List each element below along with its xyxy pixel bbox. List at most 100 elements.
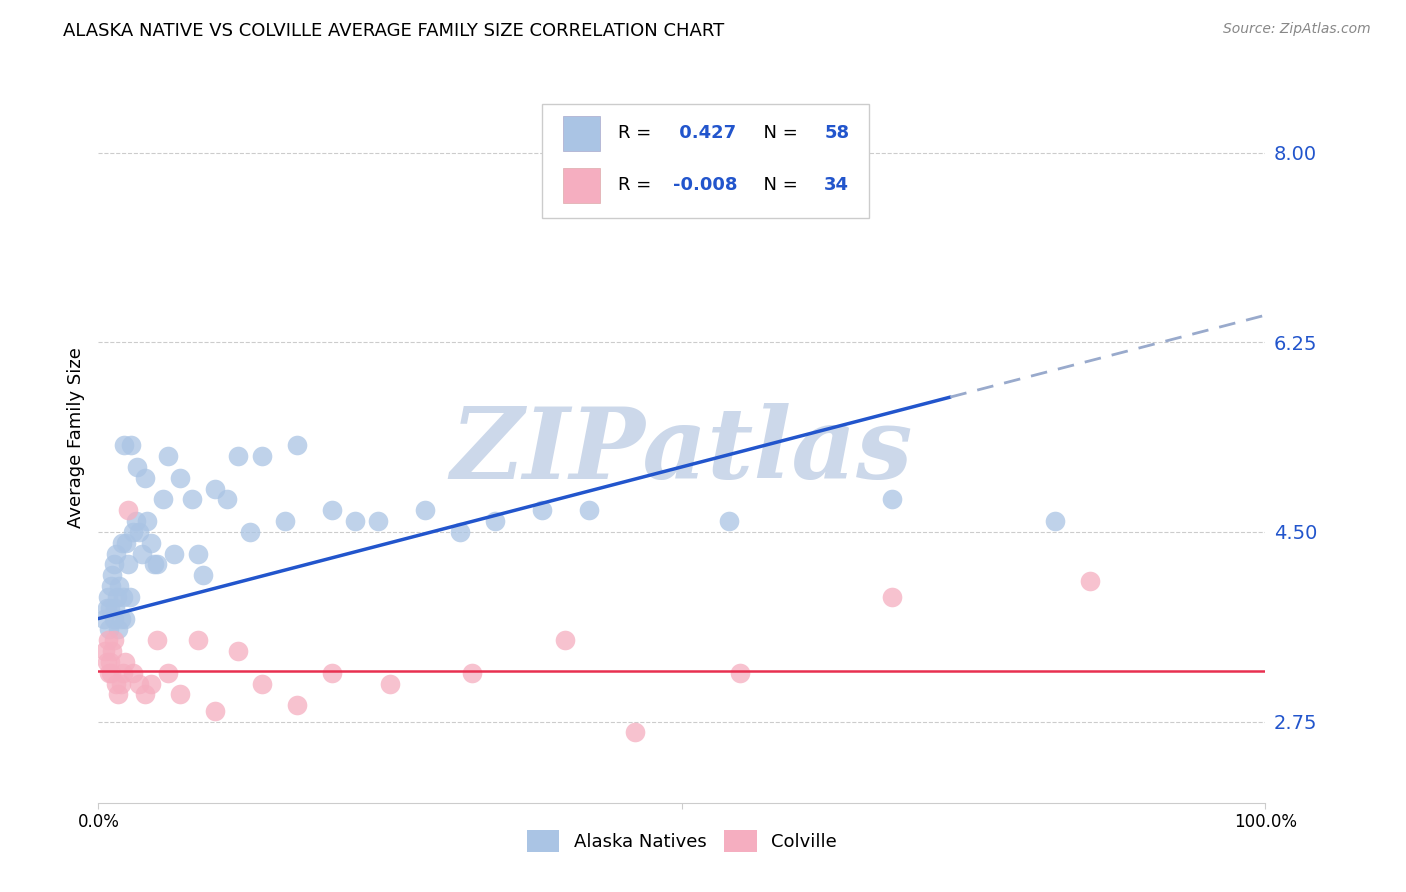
Point bbox=[146, 558, 169, 572]
Point bbox=[228, 449, 250, 463]
Point bbox=[100, 665, 122, 680]
Point bbox=[94, 644, 117, 658]
Point bbox=[880, 492, 903, 507]
Point bbox=[104, 676, 127, 690]
Text: 58: 58 bbox=[824, 124, 849, 142]
Point bbox=[139, 535, 162, 549]
Point bbox=[449, 524, 471, 539]
Point bbox=[730, 665, 752, 680]
Text: R =: R = bbox=[617, 177, 657, 194]
Point bbox=[111, 665, 134, 680]
Point bbox=[146, 633, 169, 648]
Point bbox=[578, 503, 600, 517]
Y-axis label: Average Family Size: Average Family Size bbox=[66, 347, 84, 527]
Point bbox=[285, 698, 308, 713]
Point bbox=[112, 438, 135, 452]
Point bbox=[128, 676, 150, 690]
Point bbox=[157, 665, 180, 680]
Point bbox=[413, 503, 436, 517]
Text: ALASKA NATIVE VS COLVILLE AVERAGE FAMILY SIZE CORRELATION CHART: ALASKA NATIVE VS COLVILLE AVERAGE FAMILY… bbox=[63, 22, 724, 40]
Point bbox=[554, 633, 576, 648]
Point bbox=[128, 524, 150, 539]
Point bbox=[717, 514, 740, 528]
Point bbox=[461, 665, 484, 680]
Point bbox=[122, 665, 145, 680]
Point bbox=[101, 644, 124, 658]
Point bbox=[143, 558, 166, 572]
Point bbox=[321, 503, 343, 517]
Point bbox=[134, 471, 156, 485]
Point bbox=[118, 590, 141, 604]
Point bbox=[122, 524, 145, 539]
Point bbox=[115, 535, 138, 549]
Point bbox=[180, 492, 202, 507]
Point bbox=[110, 676, 132, 690]
Point bbox=[125, 514, 148, 528]
Point bbox=[105, 590, 128, 604]
Point bbox=[169, 688, 191, 702]
Point bbox=[117, 558, 139, 572]
Point bbox=[380, 676, 402, 690]
Point bbox=[104, 547, 127, 561]
Point bbox=[131, 547, 153, 561]
Point bbox=[1080, 574, 1102, 588]
Point bbox=[103, 611, 125, 625]
Point bbox=[120, 438, 142, 452]
Point bbox=[157, 449, 180, 463]
Point bbox=[152, 492, 174, 507]
Point bbox=[367, 514, 389, 528]
Point bbox=[98, 655, 121, 669]
Point bbox=[134, 688, 156, 702]
Point bbox=[107, 688, 129, 702]
Point bbox=[114, 611, 136, 625]
Point bbox=[274, 514, 297, 528]
Point bbox=[285, 438, 308, 452]
Text: 0.427: 0.427 bbox=[672, 124, 735, 142]
Point bbox=[139, 676, 162, 690]
Point bbox=[110, 611, 132, 625]
Point bbox=[97, 590, 120, 604]
Point bbox=[215, 492, 238, 507]
Text: -0.008: -0.008 bbox=[672, 177, 737, 194]
Point bbox=[321, 665, 343, 680]
Point bbox=[97, 623, 120, 637]
FancyBboxPatch shape bbox=[562, 116, 600, 151]
Point bbox=[107, 623, 129, 637]
Point bbox=[97, 633, 120, 648]
Text: R =: R = bbox=[617, 124, 657, 142]
Point bbox=[114, 655, 136, 669]
Point bbox=[93, 611, 115, 625]
Point bbox=[344, 514, 367, 528]
Legend: Alaska Natives, Colville: Alaska Natives, Colville bbox=[519, 823, 845, 860]
Point bbox=[103, 558, 125, 572]
Point bbox=[97, 665, 120, 680]
Text: Source: ZipAtlas.com: Source: ZipAtlas.com bbox=[1223, 22, 1371, 37]
Point bbox=[98, 600, 121, 615]
Point bbox=[239, 524, 262, 539]
Point bbox=[484, 514, 506, 528]
Text: ZIPatlas: ZIPatlas bbox=[451, 403, 912, 500]
Point bbox=[117, 503, 139, 517]
Point bbox=[111, 535, 134, 549]
Point bbox=[193, 568, 215, 582]
Point bbox=[125, 459, 148, 474]
Point bbox=[111, 590, 134, 604]
Point bbox=[250, 676, 273, 690]
Point bbox=[108, 579, 131, 593]
FancyBboxPatch shape bbox=[562, 168, 600, 203]
Text: N =: N = bbox=[752, 177, 803, 194]
Point bbox=[96, 600, 118, 615]
Point bbox=[228, 644, 250, 658]
Point bbox=[1045, 514, 1067, 528]
Point bbox=[101, 568, 124, 582]
Text: 34: 34 bbox=[824, 177, 849, 194]
Point bbox=[96, 655, 118, 669]
Point bbox=[163, 547, 186, 561]
Point bbox=[880, 590, 903, 604]
FancyBboxPatch shape bbox=[541, 104, 869, 218]
Point bbox=[204, 704, 226, 718]
Point bbox=[624, 725, 647, 739]
Point bbox=[187, 547, 209, 561]
Point bbox=[187, 633, 209, 648]
Point bbox=[204, 482, 226, 496]
